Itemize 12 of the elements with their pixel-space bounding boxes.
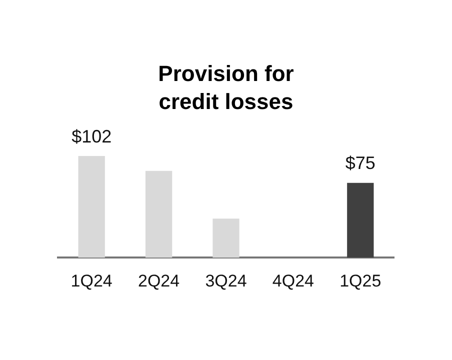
bar — [212, 218, 240, 258]
x-tick-label: 1Q24 — [70, 271, 112, 290]
bar — [347, 182, 374, 258]
x-tick-label: 3Q24 — [205, 271, 247, 290]
x-tick-label: 4Q24 — [272, 271, 314, 290]
data-label: $102 — [72, 126, 112, 146]
bar — [145, 170, 172, 258]
data-label: $75 — [345, 153, 376, 174]
chart-title: Provision for credit losses — [157, 60, 295, 116]
x-tick-label: 1Q25 — [340, 271, 382, 290]
bar — [78, 156, 105, 258]
x-tick-label: 2Q24 — [138, 271, 180, 290]
